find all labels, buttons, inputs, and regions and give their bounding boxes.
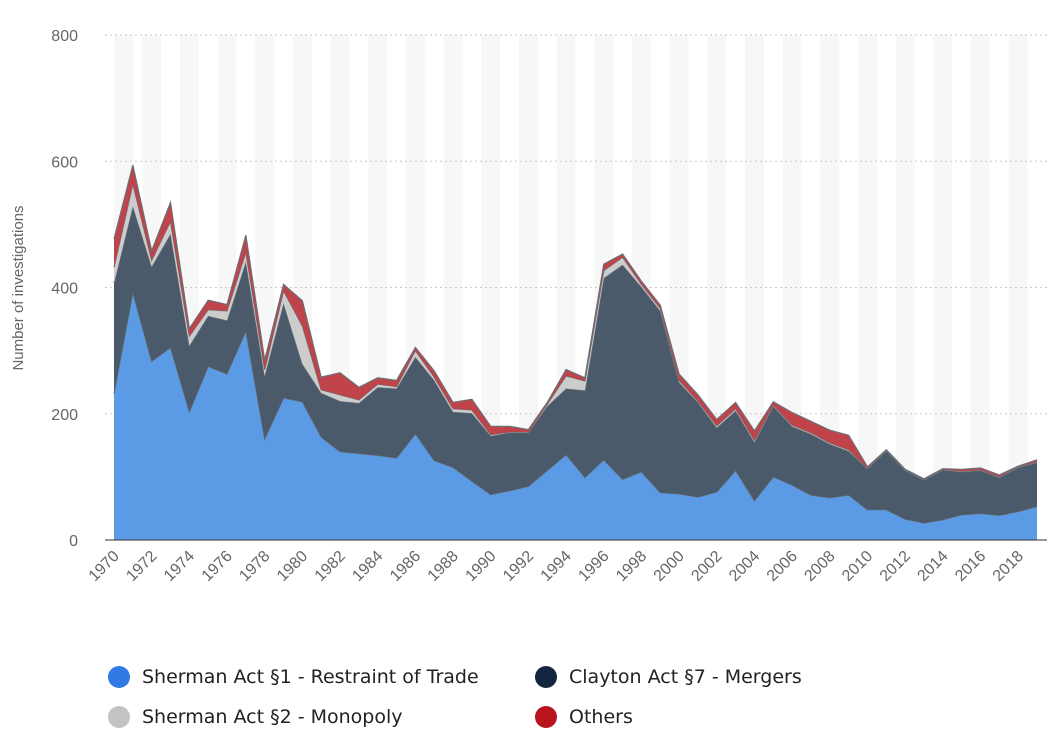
legend-label-sherman-2: Sherman Act §2 - Monopoly — [142, 706, 403, 728]
x-tick-label-1976: 1976 — [199, 548, 236, 585]
band-2004 — [745, 35, 764, 540]
band-2018 — [1008, 35, 1028, 540]
band-2014 — [933, 35, 953, 540]
legend-item-clayton-7[interactable]: Clayton Act §7 - Mergers — [535, 662, 802, 692]
y-axis-label: Number of investigations — [10, 205, 27, 370]
legend-item-others[interactable]: Others — [535, 702, 633, 732]
x-tick-label-1974: 1974 — [161, 548, 198, 585]
y-tick-label-400: 400 — [51, 281, 78, 298]
legend-label-others: Others — [569, 706, 633, 728]
area-series-2 — [114, 183, 1037, 481]
x-tick-label-1982: 1982 — [312, 548, 349, 585]
x-tick-label-2010: 2010 — [839, 548, 876, 585]
area-series-1 — [114, 206, 1037, 523]
legend-dot-others — [535, 706, 557, 728]
x-tick-label-2002: 2002 — [688, 548, 725, 585]
x-tick-label-1998: 1998 — [613, 548, 650, 585]
legend-label-clayton-7: Clayton Act §7 - Mergers — [569, 666, 802, 688]
x-tick-label-1986: 1986 — [387, 548, 424, 585]
y-tick-label-0: 0 — [69, 533, 78, 550]
x-tick-label-1990: 1990 — [462, 548, 499, 585]
legend-label-sherman-1: Sherman Act §1 - Restraint of Trade — [142, 666, 479, 688]
y-tick-label-800: 800 — [51, 28, 78, 45]
legend-dot-sherman-2 — [108, 706, 130, 728]
x-tick-label-1992: 1992 — [500, 548, 537, 585]
x-tick-label-1980: 1980 — [274, 548, 311, 585]
x-tick-label-2006: 2006 — [764, 548, 801, 585]
x-tick-label-2000: 2000 — [651, 548, 688, 585]
area-series-0 — [114, 292, 1037, 540]
x-tick-label-2016: 2016 — [952, 548, 989, 585]
legend-item-sherman-1[interactable]: Sherman Act §1 - Restraint of Trade — [108, 662, 479, 692]
y-tick-label-200: 200 — [51, 407, 78, 424]
y-tick-label-600: 600 — [51, 154, 78, 171]
x-tick-label-1996: 1996 — [575, 548, 612, 585]
legend-dot-clayton-7 — [535, 666, 557, 688]
legend-dot-sherman-1 — [108, 666, 130, 688]
area-outline-3 — [113, 164, 1038, 480]
x-tick-label-2004: 2004 — [726, 548, 763, 585]
x-tick-label-2012: 2012 — [877, 548, 914, 585]
x-tick-label-1988: 1988 — [425, 548, 462, 585]
x-tick-label-1972: 1972 — [123, 548, 160, 585]
x-tick-label-1978: 1978 — [236, 548, 273, 585]
x-tick-label-1994: 1994 — [538, 548, 575, 585]
legend-item-sherman-2[interactable]: Sherman Act §2 - Monopoly — [108, 702, 403, 732]
band-2010 — [858, 35, 877, 540]
x-tick-label-1984: 1984 — [349, 548, 386, 585]
x-tick-label-2014: 2014 — [914, 548, 951, 585]
x-tick-label-2018: 2018 — [990, 548, 1027, 585]
x-tick-label-1970: 1970 — [86, 548, 123, 585]
band-1992 — [518, 35, 538, 540]
x-tick-label-2008: 2008 — [801, 548, 838, 585]
